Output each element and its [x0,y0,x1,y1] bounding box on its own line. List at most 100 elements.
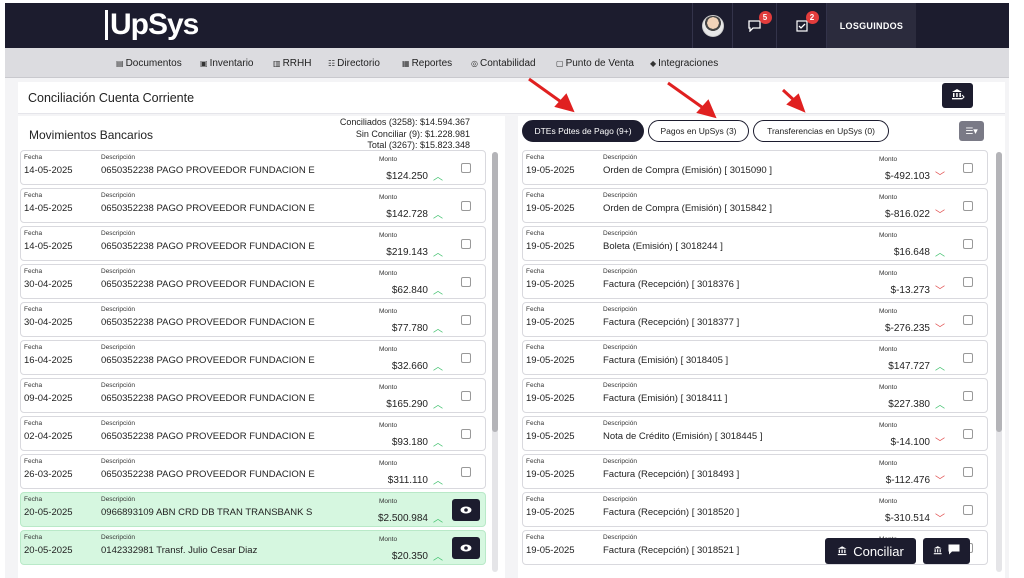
nav-item-punto-de-venta[interactable]: ▢ Punto de Venta [556,48,634,78]
descripcion-value: 0650352238 PAGO PROVEEDOR FUNDACION E [101,203,315,214]
monto-value: $165.290 [386,399,428,410]
avatar-button[interactable] [692,3,732,48]
tasks-button[interactable]: 2 [776,3,826,48]
messages-button[interactable]: 5 [732,3,776,48]
select-checkbox[interactable] [963,505,973,515]
nav-item-directorio[interactable]: ☷ Directorio [328,48,380,78]
monto-label: Monto [379,384,398,391]
select-checkbox[interactable] [963,277,973,287]
bank-movement-row[interactable]: Fecha 14-05-2025 Descripción 0650352238 PAG… [20,150,486,185]
bank-icon [933,545,944,558]
user-menu[interactable]: LOSGUINDOS [826,3,916,48]
select-checkbox[interactable] [963,429,973,439]
annotation-arrowhead [696,99,717,119]
bank-movement-row[interactable]: Fecha 30-04-2025 Descripción 0650352238 PAG… [20,302,486,337]
nav-item-rrhh[interactable]: ▥ RRHH [273,48,311,78]
view-button[interactable] [452,499,480,521]
left-scrollbar[interactable] [492,152,498,572]
monto-value: $-816.022 [884,209,930,220]
descripcion-value: Factura (Recepción) [ 3018377 ] [603,317,740,328]
select-checkbox[interactable] [461,429,471,439]
eye-icon [460,544,472,552]
document-row[interactable]: Fecha 19-05-2025 Descripción Factura (Emisi… [522,340,988,375]
integrations-icon: ◆ [650,58,657,68]
document-row[interactable]: Fecha 19-05-2025 Descripción Nota de Crédit… [522,416,988,451]
bank-movement-row[interactable]: Fecha 30-04-2025 Descripción 0650352238 PAG… [20,264,486,299]
bank-movement-row[interactable]: Fecha 20-05-2025 Descripción 0142332981 Tra… [20,530,486,565]
select-checkbox[interactable] [461,391,471,401]
document-row[interactable]: Fecha 19-05-2025 Descripción Boleta (Emisió… [522,226,988,261]
bank-movement-row[interactable]: Fecha 20-05-2025 Descripción 0966893109 ABN… [20,492,486,527]
descripcion-value: 0966893109 ABN CRD DB TRAN TRANSBANK S [101,507,313,518]
document-row[interactable]: Fecha 19-05-2025 Descripción Factura (Recep… [522,492,988,527]
monto-value: $219.143 [386,247,428,258]
left-scroll-thumb[interactable] [492,152,498,432]
totals-summary: Conciliados (3258): $14.594.367 Sin Conc… [248,117,470,152]
select-checkbox[interactable] [963,315,973,325]
annotation-arrowhead [786,93,806,113]
chat-icon: 5 [746,10,772,35]
descripcion-label: Descripción [101,344,135,351]
tab-pagos-upsys[interactable]: Pagos en UpSys (3) [648,120,749,142]
total-general: Total (3267): $15.823.348 [367,140,470,150]
select-checkbox[interactable] [963,353,973,363]
select-checkbox[interactable] [461,315,471,325]
select-checkbox[interactable] [461,467,471,477]
fecha-label: Fecha [526,154,545,161]
list-options-button[interactable]: ☰▾ [959,121,984,141]
tab-transferencias-upsys[interactable]: Transferencias en UpSys (0) [753,120,889,142]
right-scroll-thumb[interactable] [996,152,1002,432]
select-checkbox[interactable] [461,239,471,249]
fecha-value: 19-05-2025 [526,393,575,404]
select-checkbox[interactable] [963,467,973,477]
document-row[interactable]: Fecha 19-05-2025 Descripción Factura (Recep… [522,454,988,489]
right-scrollbar[interactable] [996,152,1002,572]
select-checkbox[interactable] [963,239,973,249]
conciliar-button[interactable]: Conciliar [825,538,916,564]
descripcion-label: Descripción [603,458,637,465]
select-checkbox[interactable] [461,353,471,363]
top-bar: UpSys 5 2 LOSGUINDOS [5,3,1009,48]
monto-label: Monto [879,270,898,277]
document-row[interactable]: Fecha 19-05-2025 Descripción Orden de Compr… [522,188,988,223]
fecha-value: 14-05-2025 [24,165,73,176]
view-button[interactable] [452,537,480,559]
bank-movement-row[interactable]: Fecha 09-04-2025 Descripción 0650352238 PAG… [20,378,486,413]
select-checkbox[interactable] [963,391,973,401]
chevron-down-icon: ﹀ [935,476,945,487]
nav-item-inventario[interactable]: ▣ Inventario [200,48,253,78]
bank-movement-row[interactable]: Fecha 26-03-2025 Descripción 0650352238 PAG… [20,454,486,489]
nav-item-integraciones[interactable]: ◆ Integraciones [650,48,718,78]
fecha-value: 19-05-2025 [526,279,575,290]
select-checkbox[interactable] [461,277,471,287]
bank-movement-row[interactable]: Fecha 14-05-2025 Descripción 0650352238 PAG… [20,188,486,223]
document-row[interactable]: Fecha 19-05-2025 Descripción Factura (Recep… [522,264,988,299]
document-row[interactable]: Fecha 19-05-2025 Descripción Factura (Recep… [522,302,988,337]
select-checkbox[interactable] [963,201,973,211]
chevron-up-icon: ︿ [433,324,443,335]
fecha-value: 30-04-2025 [24,279,73,290]
nav-item-reportes[interactable]: ▦ Reportes [402,48,452,78]
select-checkbox[interactable] [461,163,471,173]
bank-movement-row[interactable]: Fecha 14-05-2025 Descripción 0650352238 PAG… [20,226,486,261]
monto-label: Monto [879,156,898,163]
bank-movement-row[interactable]: Fecha 02-04-2025 Descripción 0650352238 PAG… [20,416,486,451]
nav-label: Inventario [209,57,254,69]
bank-icon [951,88,965,103]
reconcile-action-button[interactable] [942,83,973,108]
nav-item-documentos[interactable]: ▤ Documentos [116,48,182,78]
select-checkbox[interactable] [963,163,973,173]
document-row[interactable]: Fecha 19-05-2025 Descripción Orden de Compr… [522,150,988,185]
fecha-label: Fecha [526,420,545,427]
conciliar-comment-button[interactable] [923,538,970,564]
upsys-logo[interactable]: UpSys [105,7,199,43]
monto-label: Monto [379,460,398,467]
nav-label: Contabilidad [479,57,536,69]
nav-item-contabilidad[interactable]: ◎ Contabilidad [471,48,536,78]
messages-badge: 5 [758,10,772,24]
document-row[interactable]: Fecha 19-05-2025 Descripción Factura (Emisi… [522,378,988,413]
select-checkbox[interactable] [461,201,471,211]
descripcion-label: Descripción [101,382,135,389]
bank-movement-row[interactable]: Fecha 16-04-2025 Descripción 0650352238 PAG… [20,340,486,375]
tab-dtes-pendientes[interactable]: DTEs Pdtes de Pago (9+) [522,120,644,142]
